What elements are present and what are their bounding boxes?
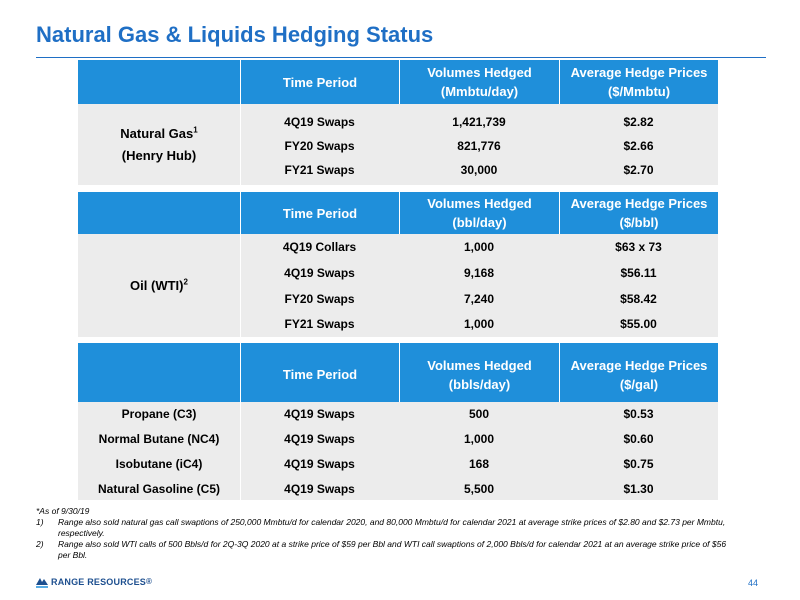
cell-price: $56.11 — [620, 266, 657, 280]
cell-product: Propane (C3) — [121, 407, 197, 421]
cell-volume: 7,240 — [463, 292, 495, 306]
page-number: 44 — [748, 578, 759, 588]
logo-text: RANGE RESOURCES — [51, 577, 147, 587]
label-text: Oil (WTI) — [130, 277, 184, 293]
header-text: Time Period — [282, 205, 358, 221]
header-unit: (bbl/day) — [452, 215, 507, 230]
cell-volume: 5,500 — [463, 482, 495, 496]
label-line: Oil (WTI)2 — [130, 275, 188, 297]
header-blank — [78, 192, 240, 234]
header-text: Average Hedge Prices — [570, 357, 708, 373]
header-unit: ($/Mmbtu) — [607, 84, 671, 99]
label-subtext: (Henry Hub) — [121, 147, 197, 163]
header-text: Time Period — [282, 74, 358, 90]
footnote-text: Range also sold WTI calls of 500 Bbls/d … — [58, 539, 727, 560]
cell-volume: 30,000 — [460, 163, 498, 177]
header-time-period: Time Period — [240, 343, 399, 402]
header-text: Volumes Hedged — [427, 65, 532, 80]
cell-volume: 1,000 — [463, 317, 495, 331]
as-of-note: *As of 9/30/19 — [36, 506, 90, 516]
cell-volume: 168 — [468, 457, 490, 471]
header-time-period: Time Period — [240, 60, 399, 104]
cell-period: 4Q19 Swaps — [284, 266, 355, 280]
row-label-natural-gas: Natural Gas1 (Henry Hub) — [78, 104, 240, 185]
natural-gas-table: Time Period Volumes Hedged (Mmbtu/day) Av… — [78, 60, 721, 188]
header-time-period: Time Period — [240, 192, 399, 234]
column-divider — [240, 104, 241, 185]
cell-period: 4Q19 Swaps — [284, 482, 355, 496]
cell-volume: 1,421,739 — [452, 115, 506, 129]
table-header: Time Period Volumes Hedged (bbls/day) Ave… — [78, 343, 718, 402]
header-volumes: Volumes Hedged (Mmbtu/day) — [399, 60, 559, 104]
ngl-table: Time Period Volumes Hedged (bbls/day) Ave… — [78, 343, 721, 503]
header-text: Average Hedge Prices — [570, 196, 708, 211]
cell-period: 4Q19 Swaps — [284, 115, 355, 129]
table-header: Time Period Volumes Hedged (Mmbtu/day) Av… — [78, 60, 718, 104]
footnote-marker: 2 — [183, 277, 188, 287]
header-unit: ($/gal) — [619, 376, 659, 392]
footnote-2: 2) Range also sold WTI calls of 500 Bbls… — [36, 539, 736, 561]
cell-price: $1.30 — [623, 482, 654, 496]
row-label-oil: Oil (WTI)2 — [78, 234, 240, 337]
header-text: Volumes Hedged — [427, 357, 532, 373]
footnote-1: 1) Range also sold natural gas call swap… — [36, 517, 736, 539]
cell-volume: 1,000 — [463, 240, 495, 254]
column-divider — [240, 402, 241, 500]
header-text: Average Hedge Prices — [570, 65, 708, 80]
cell-product: Isobutane (iC4) — [115, 457, 203, 471]
header-text: Time Period — [282, 367, 358, 382]
header-prices: Average Hedge Prices ($/Mmbtu) — [559, 60, 718, 104]
cell-period: 4Q19 Swaps — [284, 457, 355, 471]
oil-table: Time Period Volumes Hedged (bbl/day) Aver… — [78, 192, 721, 340]
cell-period: FY20 Swaps — [284, 139, 355, 153]
cell-product: Normal Butane (NC4) — [98, 432, 220, 446]
label-line: Natural Gas1 — [120, 123, 197, 145]
cell-price: $0.60 — [623, 432, 654, 446]
header-blank — [78, 60, 240, 104]
column-divider — [240, 234, 241, 337]
header-blank — [78, 343, 240, 402]
cell-price: $2.82 — [623, 115, 654, 129]
cell-price: $2.70 — [623, 163, 654, 177]
footnote-number: 1) — [36, 517, 44, 527]
page-title: Natural Gas & Liquids Hedging Status — [36, 22, 434, 47]
cell-volume: 500 — [468, 407, 490, 421]
header-volumes: Volumes Hedged (bbl/day) — [399, 192, 559, 234]
footnotes: *As of 9/30/19 1) Range also sold natura… — [36, 506, 736, 561]
header-unit: ($/bbl) — [619, 215, 659, 230]
cell-price: $58.42 — [620, 292, 657, 306]
header-unit: (bbls/day) — [448, 376, 511, 392]
header-unit: (Mmbtu/day) — [440, 84, 519, 99]
cell-price: $55.00 — [620, 317, 657, 331]
header-text: Volumes Hedged — [427, 196, 532, 211]
table-header: Time Period Volumes Hedged (bbl/day) Aver… — [78, 192, 718, 234]
header-prices: Average Hedge Prices ($/bbl) — [559, 192, 718, 234]
cell-price: $0.75 — [623, 457, 654, 471]
header-volumes: Volumes Hedged (bbls/day) — [399, 343, 559, 402]
cell-price: $0.53 — [623, 407, 654, 421]
cell-volume: 9,168 — [463, 266, 495, 280]
cell-price: $2.66 — [623, 139, 654, 153]
cell-period: FY21 Swaps — [284, 163, 355, 177]
cell-product: Natural Gasoline (C5) — [97, 482, 221, 496]
cell-volume: 821,776 — [457, 139, 501, 153]
title-divider — [36, 57, 766, 58]
cell-period: 4Q19 Collars — [282, 240, 357, 254]
cell-period: 4Q19 Swaps — [284, 432, 355, 446]
footnote-text: Range also sold natural gas call swaptio… — [58, 517, 726, 538]
header-prices: Average Hedge Prices ($/gal) — [559, 343, 718, 402]
company-logo: RANGE RESOURCES ® — [36, 576, 152, 588]
label-text: Natural Gas — [120, 125, 194, 141]
footnote-marker: 1 — [193, 125, 198, 135]
cell-period: FY21 Swaps — [284, 317, 355, 331]
cell-price: $63 x 73 — [615, 240, 662, 254]
footnote-number: 2) — [36, 539, 44, 549]
cell-period: FY20 Swaps — [284, 292, 355, 306]
cell-period: 4Q19 Swaps — [284, 407, 355, 421]
range-resources-logo-icon — [36, 578, 48, 588]
cell-volume: 1,000 — [463, 432, 495, 446]
